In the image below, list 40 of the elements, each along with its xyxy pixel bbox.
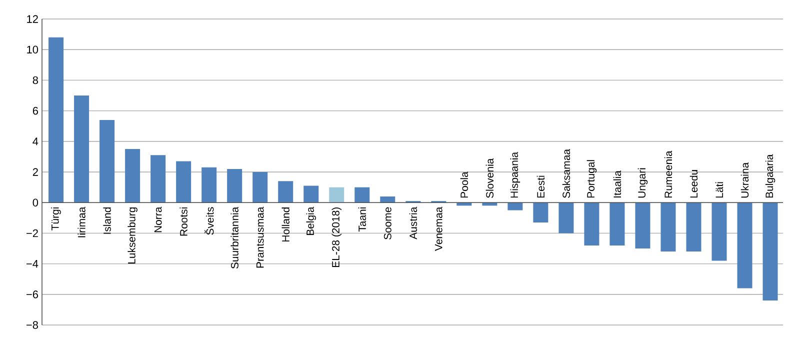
y-tick-label: −6 (26, 290, 38, 298)
y-tick-label: 2 (32, 168, 38, 176)
x-tick-label: Iirimaa (78, 206, 86, 238)
x-tick-label: Türgi (51, 208, 61, 230)
x-tick-label: Luksemburg (128, 207, 138, 264)
x-tick-label: Itaalia (613, 170, 622, 198)
x-tick-label: Bulgaaria (765, 154, 776, 198)
x-tick-label: Poola (460, 172, 468, 198)
y-tick-label: 12 (27, 15, 38, 23)
y-tick-label: 8 (32, 76, 38, 84)
x-tick-label: Prantsusmaa (256, 206, 264, 268)
x-tick-label: Taani (358, 207, 366, 232)
x-tick-label: Ungari (638, 168, 648, 198)
y-tick-label: −8 (26, 321, 38, 329)
x-tick-label: Slovenia (486, 158, 494, 198)
x-tick-label: Rumeenia (664, 150, 672, 198)
y-tick-label: 4 (32, 138, 38, 146)
y-tick-label: 0 (32, 198, 38, 206)
y-tick-label: 10 (27, 46, 38, 54)
x-tick-label: Ukraina (740, 162, 749, 198)
y-tick-label: 6 (32, 106, 38, 115)
x-tick-label: Soome (384, 207, 392, 240)
x-tick-label: Holland (282, 207, 290, 242)
x-tick-label: Leedu (690, 170, 698, 198)
x-tick-label: Island (103, 207, 111, 234)
x-tick-label: EL-28 (2018) (332, 207, 342, 267)
x-tick-label: Suurbritannia (230, 206, 238, 269)
x-tick-label: Šveits (204, 207, 214, 235)
x-tick-label: Eesti (536, 176, 545, 198)
x-tick-label: Läti (715, 182, 724, 198)
x-tick-label: Venemaa (435, 206, 442, 251)
x-tick-label: Norra (154, 206, 162, 232)
x-tick-label: Saksamaa (562, 148, 570, 198)
x-tick-label: Rootsi (180, 208, 188, 236)
x-tick-label: Hispaania (510, 152, 520, 198)
x-tick-label: Austria (409, 206, 417, 240)
y-tick-label: −2 (26, 229, 38, 238)
y-tick-label: −4 (26, 260, 38, 268)
x-tick-label: Belgia (306, 206, 316, 236)
x-tick-label: Portugal (586, 160, 597, 198)
